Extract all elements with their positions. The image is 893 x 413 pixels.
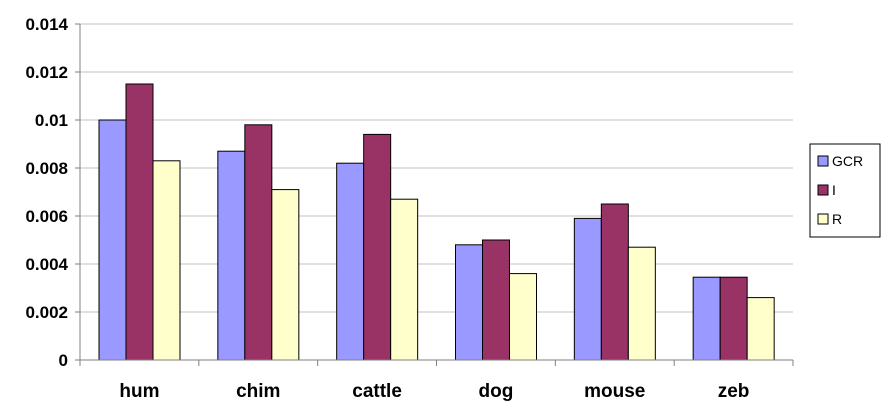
legend-swatch-i xyxy=(817,184,829,196)
bar-i-mouse xyxy=(600,203,629,361)
bar-gcr-zeb xyxy=(692,276,721,361)
x-tick-label: cattle xyxy=(352,381,402,402)
y-tick-label: 0.006 xyxy=(25,207,68,226)
bar-gcr-mouse xyxy=(573,217,602,361)
y-tick-label: 0.008 xyxy=(25,159,68,178)
y-tick-label: 0.002 xyxy=(25,303,68,322)
legend: GCR IR xyxy=(809,143,881,238)
axes xyxy=(79,24,793,361)
bar-r-cattle xyxy=(390,198,419,361)
legend-swatch-gcr xyxy=(817,155,829,167)
bars xyxy=(98,83,775,361)
bar-r-hum xyxy=(152,160,181,361)
bar-r-chim xyxy=(271,189,300,361)
bar-i-hum xyxy=(125,83,154,361)
bar-gcr-cattle xyxy=(336,162,365,361)
bar-i-cattle xyxy=(363,133,392,361)
legend-label-gcr: GCR xyxy=(832,153,863,169)
y-tick-labels: 0 0.002 0.004 0.006 0.008 0.01 0.012 0.014 xyxy=(25,15,68,370)
x-tick-label: chim xyxy=(236,381,280,402)
x-tick-label: hum xyxy=(119,381,159,402)
legend-label-i: I xyxy=(832,182,836,198)
bar-gcr-dog xyxy=(455,244,483,361)
legend-swatch-r xyxy=(817,213,829,225)
y-tick-label: 0.004 xyxy=(25,255,68,274)
x-tick-labels: hum chim cattle dog mouse zeb xyxy=(119,381,749,402)
bar-gcr-chim xyxy=(217,150,246,361)
bar-i-dog xyxy=(482,239,510,361)
y-tick-label: 0 xyxy=(59,351,68,370)
x-tick-label: dog xyxy=(479,381,514,402)
bar-r-dog xyxy=(509,273,537,361)
legend-label-r: R xyxy=(832,211,842,227)
bar-r-zeb xyxy=(746,297,775,361)
bar-i-chim xyxy=(244,124,273,361)
x-tick-label: zeb xyxy=(718,381,750,402)
y-tick-label: 0.01 xyxy=(35,111,68,130)
bar-gcr-hum xyxy=(98,119,127,361)
y-tick-label: 0.012 xyxy=(25,63,68,82)
y-tick-label: 0.014 xyxy=(25,15,68,34)
bar-i-zeb xyxy=(719,276,748,361)
bar-r-mouse xyxy=(627,246,656,361)
x-tick-label: mouse xyxy=(584,381,645,402)
gridlines xyxy=(75,23,794,366)
